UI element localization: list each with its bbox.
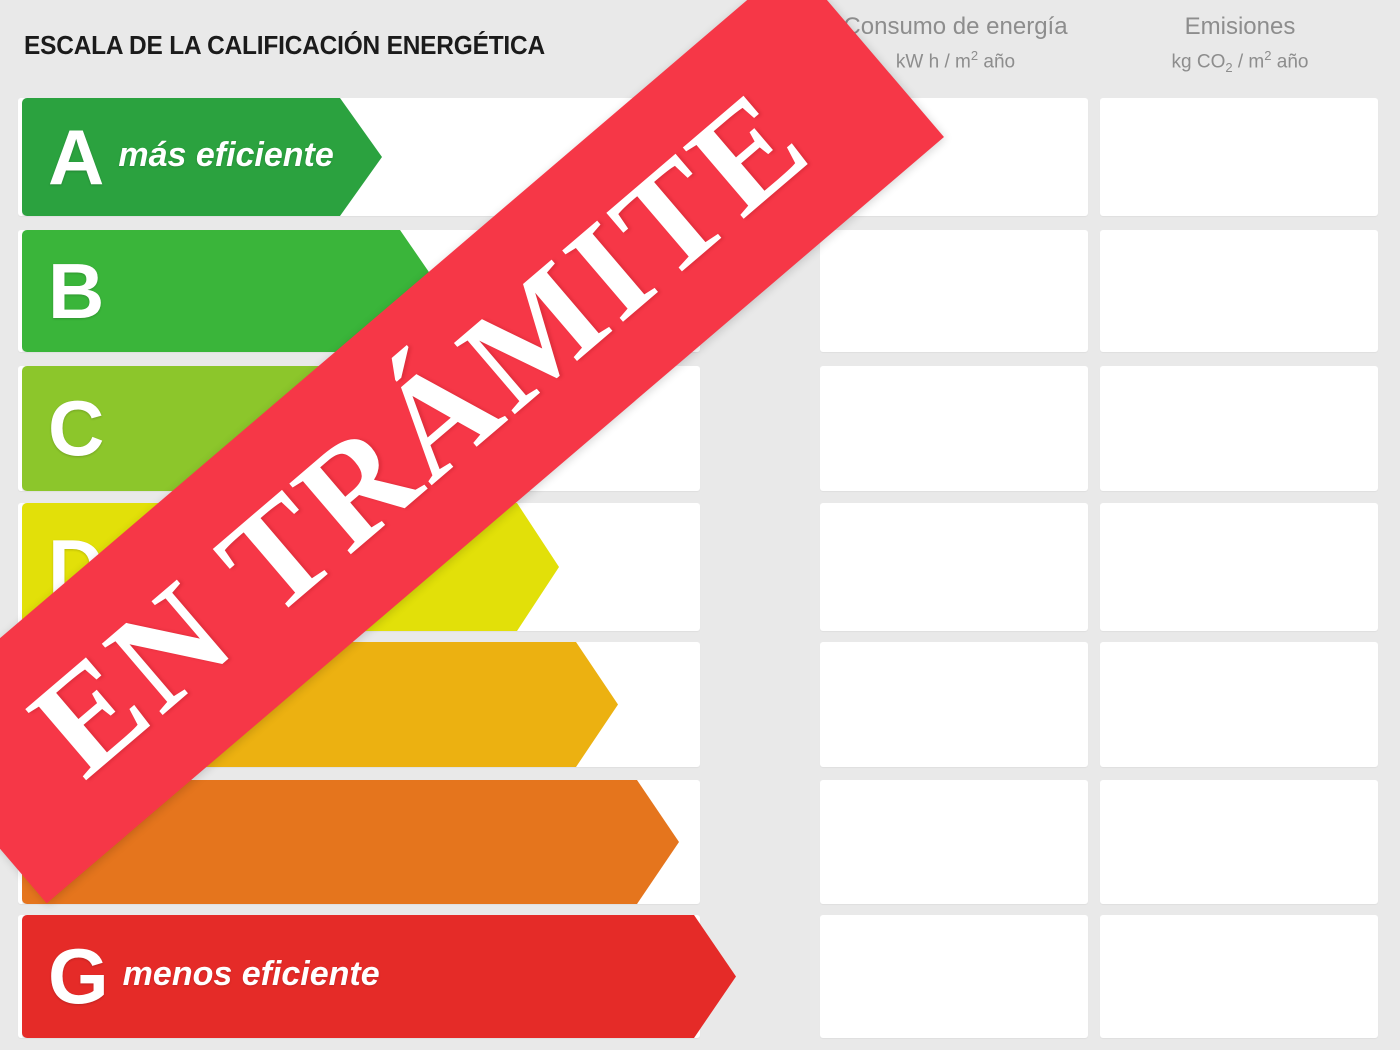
emisiones-value-a <box>1100 98 1378 216</box>
rating-note-a: más eficiente <box>118 135 334 174</box>
page-title: ESCALA DE LA CALIFICACIÓN ENERGÉTICA <box>24 30 545 60</box>
consumo-cell-f[interactable] <box>820 780 1088 904</box>
consumo-cell-c[interactable] <box>820 366 1088 491</box>
emisiones-cell-g[interactable] <box>1100 915 1378 1038</box>
consumo-value-g <box>820 915 1088 1038</box>
consumo-value-c <box>820 366 1088 491</box>
rating-note-g: menos eficiente <box>122 955 380 993</box>
column-header-emisiones: Emisiones kg CO2 / m2 año <box>1100 12 1380 82</box>
emisiones-value-g <box>1100 915 1378 1038</box>
consumo-cell-b[interactable] <box>820 230 1088 352</box>
emisiones-cell-a[interactable] <box>1100 98 1378 216</box>
emisiones-value-b <box>1100 230 1378 352</box>
column-header-consumo-units: kW h / m2 año <box>895 48 1016 73</box>
consumo-value-d <box>820 503 1088 631</box>
emisiones-cell-e[interactable] <box>1100 642 1378 767</box>
emisiones-value-c <box>1100 366 1378 491</box>
rating-letter-c: C <box>48 384 105 473</box>
consumo-value-b <box>820 230 1088 352</box>
column-header-consumo: Consumo de energía kW h / m2 año <box>823 12 1088 76</box>
consumo-cell-g[interactable] <box>820 915 1088 1038</box>
emisiones-cell-b[interactable] <box>1100 230 1378 352</box>
consumo-cell-e[interactable] <box>820 642 1088 767</box>
consumo-value-f <box>820 780 1088 904</box>
rating-letter-b: B <box>48 246 105 335</box>
consumo-cell-d[interactable] <box>820 503 1088 631</box>
emisiones-cell-f[interactable] <box>1100 780 1378 904</box>
emisiones-value-f <box>1100 780 1378 904</box>
consumo-value-e <box>820 642 1088 767</box>
rating-letter-g: G <box>48 932 109 1021</box>
rating-row-f: F <box>0 780 1400 904</box>
rating-letter-a: A <box>48 112 105 201</box>
emisiones-value-d <box>1100 503 1378 631</box>
column-header-emisiones-label: Emisiones <box>1184 13 1296 40</box>
emisiones-cell-d[interactable] <box>1100 503 1378 631</box>
column-header-consumo-label: Consumo de energía <box>843 13 1068 40</box>
column-header-emisiones-units: kg CO2 / m2 año <box>1171 48 1309 76</box>
emisiones-cell-c[interactable] <box>1100 366 1378 491</box>
emisiones-value-e <box>1100 642 1378 767</box>
